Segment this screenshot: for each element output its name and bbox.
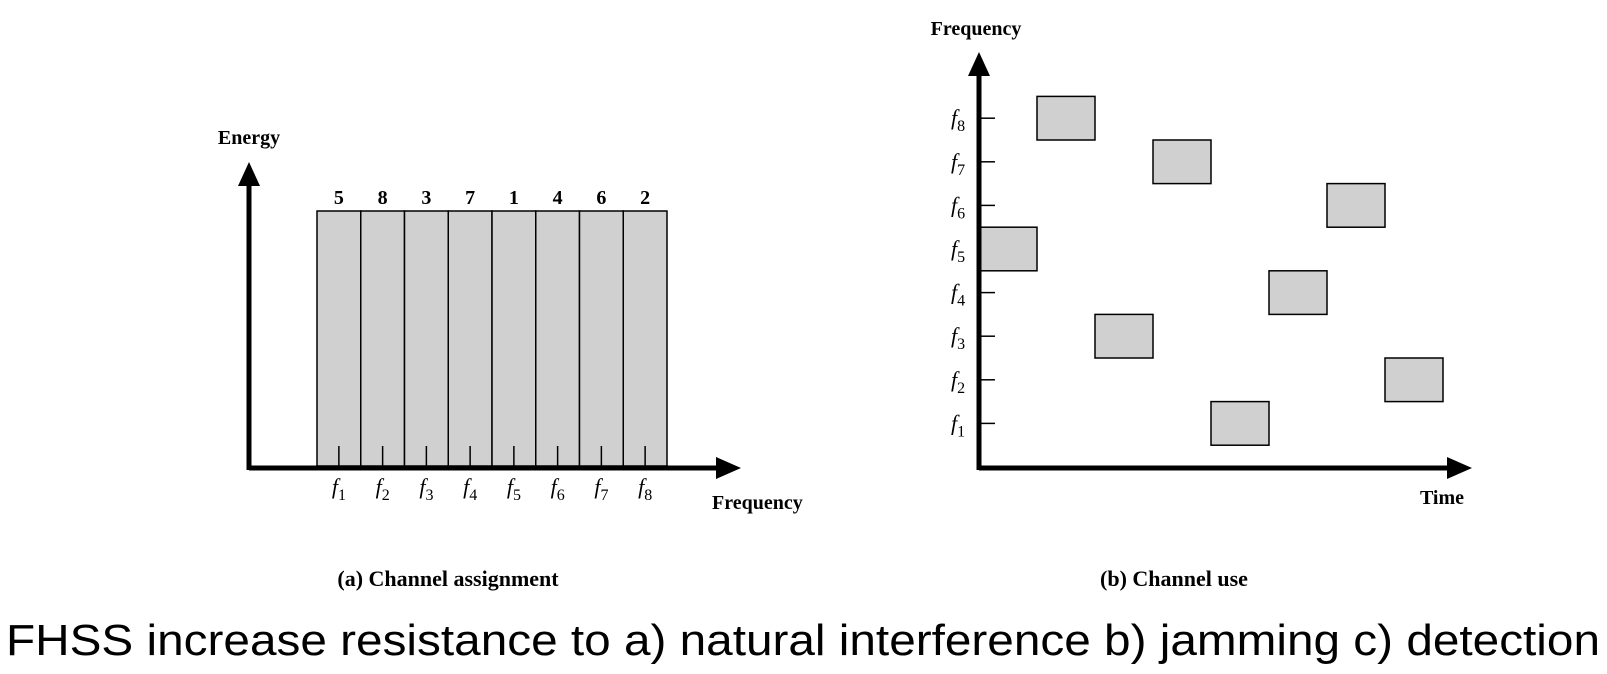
frequency-label: f8 — [951, 105, 965, 135]
x-axis-arrow-icon — [716, 457, 741, 479]
frequency-label: f7 — [594, 474, 608, 504]
frequency-tick-group — [338, 446, 646, 468]
hop-block — [978, 226, 1038, 272]
frequency-label: f4 — [463, 474, 477, 504]
frequency-label: f2 — [376, 474, 390, 504]
frequency-label-group: f1 f2 f3 f4 f5 f6 f7 f8 — [332, 474, 652, 504]
frequency-label: f5 — [951, 236, 965, 266]
hop-block — [1268, 270, 1328, 316]
time-axis-arrow-icon — [1447, 457, 1472, 479]
frequency-label: f6 — [551, 474, 565, 504]
frequency-axis-arrow-icon — [968, 52, 990, 76]
frequency-label: f6 — [951, 192, 965, 222]
channel-block — [316, 210, 362, 467]
channel-block — [360, 210, 406, 467]
channel-block — [403, 210, 449, 467]
frequency-label: f1 — [332, 474, 346, 504]
channel-number-group: 5 8 3 7 1 4 6 2 — [334, 187, 650, 209]
channel-number: 7 — [465, 187, 475, 209]
hop-block-group — [978, 95, 1444, 446]
panel-b-caption: (b) Channel use — [1100, 566, 1248, 591]
x-axis-label: Time — [1420, 487, 1464, 509]
channel-number: 5 — [334, 187, 344, 209]
channel-block — [622, 210, 668, 467]
y-axis-arrow-icon — [238, 162, 260, 186]
frequency-label: f8 — [638, 474, 652, 504]
frequency-label: f3 — [419, 474, 433, 504]
frequency-label: f3 — [951, 323, 965, 353]
panel-channel-assignment: 5 8 3 7 1 4 6 2 f1 f2 f3 f4 f5 f6 f7 f8 Energy Frequen… — [218, 127, 803, 591]
frequency-label-group: f1 f2 f3 f4 f5 f6 f7 f8 — [951, 105, 965, 440]
channel-number: 6 — [596, 187, 606, 209]
channel-block — [578, 210, 624, 467]
channel-number: 4 — [553, 187, 563, 209]
channel-number: 1 — [509, 187, 519, 209]
channel-block — [447, 210, 493, 467]
frequency-label: f4 — [951, 280, 965, 310]
hop-block — [1152, 139, 1212, 185]
frequency-label: f2 — [951, 367, 965, 397]
hop-block — [1036, 95, 1096, 141]
frequency-tick-group — [979, 117, 995, 425]
hop-block — [1094, 313, 1154, 359]
footer-text: FHSS increase resistance to a) natural i… — [6, 616, 1600, 665]
hop-block — [1210, 400, 1270, 446]
x-axis-label: Frequency — [712, 492, 803, 514]
channel-number: 3 — [421, 187, 431, 209]
channel-number: 2 — [640, 187, 650, 209]
panel-a-caption: (a) Channel assignment — [337, 566, 559, 591]
channel-block-group — [316, 210, 668, 467]
channel-number: 8 — [378, 187, 388, 209]
frequency-label: f5 — [507, 474, 521, 504]
channel-block — [491, 210, 537, 467]
channel-block — [535, 210, 581, 467]
frequency-label: f1 — [951, 410, 965, 440]
y-axis-label: Frequency — [931, 18, 1022, 40]
hop-block — [1384, 357, 1444, 403]
frequency-label: f7 — [951, 149, 965, 179]
panel-channel-use: f1 f2 f3 f4 f5 f6 f7 f8 Frequency Time (b) Chan… — [931, 18, 1472, 591]
y-axis-label: Energy — [218, 127, 280, 149]
hop-block — [1326, 182, 1386, 228]
